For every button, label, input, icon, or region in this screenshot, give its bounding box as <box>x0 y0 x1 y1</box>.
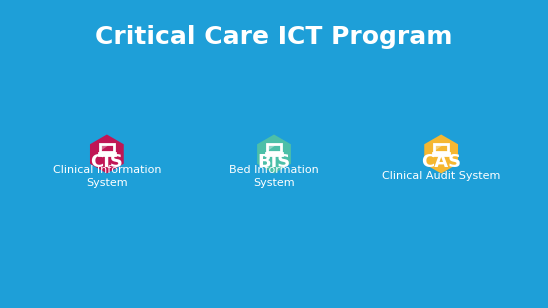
Polygon shape <box>424 135 458 173</box>
Polygon shape <box>90 135 124 173</box>
Text: Clinical Information
System: Clinical Information System <box>53 165 161 188</box>
Text: CAS: CAS <box>421 153 461 171</box>
Text: Clinical Audit System: Clinical Audit System <box>382 172 500 181</box>
Polygon shape <box>257 135 291 173</box>
Text: CIS: CIS <box>90 153 123 171</box>
Polygon shape <box>268 145 276 151</box>
Polygon shape <box>435 145 443 151</box>
Text: BIS: BIS <box>258 153 290 171</box>
Text: Critical Care ICT Program: Critical Care ICT Program <box>95 25 453 49</box>
Text: Bed Information
System: Bed Information System <box>229 165 319 188</box>
Polygon shape <box>101 145 109 151</box>
